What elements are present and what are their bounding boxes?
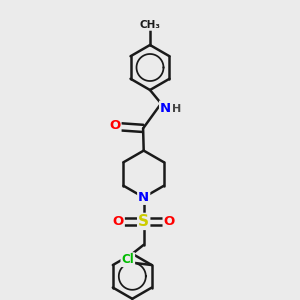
Text: N: N bbox=[160, 101, 171, 115]
Text: S: S bbox=[138, 214, 149, 229]
Text: O: O bbox=[112, 215, 124, 228]
Text: H: H bbox=[172, 104, 182, 115]
Text: O: O bbox=[164, 215, 175, 228]
Text: O: O bbox=[109, 119, 121, 132]
Text: N: N bbox=[138, 191, 149, 204]
Text: CH₃: CH₃ bbox=[140, 20, 160, 30]
Text: Cl: Cl bbox=[122, 253, 134, 266]
